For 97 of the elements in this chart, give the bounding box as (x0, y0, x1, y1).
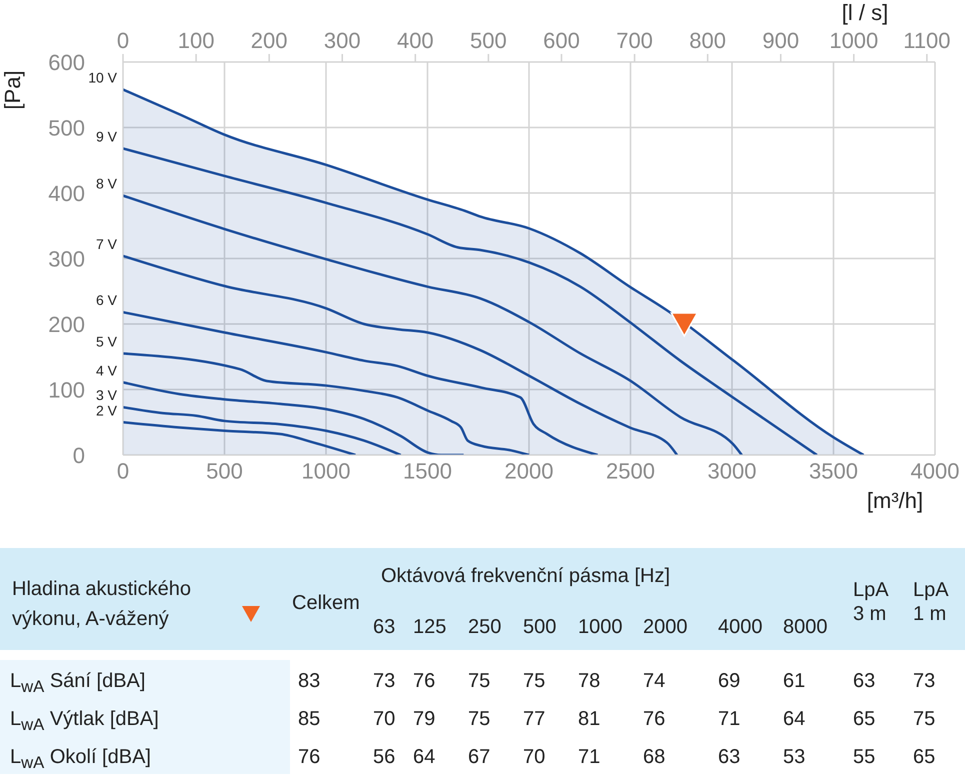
y-tick-label: 100 (48, 377, 85, 402)
x-tick-label: 0 (116, 458, 130, 484)
text: 64 (783, 707, 806, 732)
line-series (123, 254, 678, 455)
line-series (123, 147, 818, 455)
line-series (123, 381, 465, 455)
category-label: 8000 (783, 615, 828, 640)
text: 74 (643, 669, 666, 694)
x2-tick-label: 600 (543, 28, 580, 53)
x-tick-label: 1000 (302, 458, 350, 484)
category-label: Celkem (292, 591, 360, 616)
category-label: 250 (468, 615, 502, 640)
y-axis-title: [Pa] (0, 70, 25, 110)
category-label: LpA 3 m (853, 578, 890, 626)
text: 55 (853, 745, 876, 770)
text: 70 (523, 745, 546, 770)
series-label: 2 V (96, 402, 118, 418)
x2-axis-title: [l / s] (842, 0, 888, 25)
category-label: 500 (523, 615, 556, 640)
series-label: 4 V (96, 362, 118, 378)
y-tick-label: 300 (48, 246, 85, 272)
x2-tick-label: 1000 (829, 28, 878, 53)
text: 79 (413, 707, 436, 732)
series-label: 10 V (88, 70, 118, 86)
line-series (123, 194, 743, 455)
category-label: 2000 (643, 615, 688, 640)
line-series (123, 352, 530, 455)
line-series (123, 421, 357, 455)
text: 75 (523, 669, 546, 694)
text: 71 (578, 745, 600, 770)
x-tick-label: 2500 (606, 458, 655, 484)
text: 77 (523, 707, 546, 732)
text: 75 (913, 707, 936, 732)
text: 85 (298, 707, 320, 732)
x-axis-title: [m³/h] (866, 488, 924, 513)
series-label: 6 V (96, 292, 118, 308)
text: Oktávová frekvenční pásma [Hz] (381, 564, 670, 589)
x2-tick-label: 0 (116, 28, 130, 53)
line-series (123, 310, 599, 455)
text: 63 (373, 615, 396, 640)
x2-tick-label: 100 (178, 28, 214, 53)
text: 73 (373, 669, 396, 694)
text: 71 (718, 707, 740, 732)
x2-tick-label: 900 (762, 28, 800, 53)
category-label: LpA 1 m (913, 578, 950, 626)
x-tick-label: 3000 (708, 458, 756, 484)
text: 65 (853, 707, 876, 732)
series-label: 9 V (96, 128, 118, 144)
text: 69 (718, 669, 740, 694)
y-tick-label: 400 (48, 180, 85, 206)
text: 64 (413, 745, 436, 770)
text: 75 (468, 669, 490, 694)
category-label: 1000 (578, 615, 622, 640)
x2-tick-label: 400 (396, 28, 434, 53)
text: 67 (468, 745, 490, 770)
text: 81 (578, 707, 600, 732)
text: L$_{wA}$ Okolí [dBA] (10, 745, 151, 774)
x-tick-label: 1500 (403, 458, 452, 484)
text: 70 (373, 707, 396, 732)
y-tick-label: 200 (48, 312, 85, 337)
text: L$_{wA}$ Výtlak [dBA] (10, 707, 159, 736)
text: L$_{wA}$ Sání [dBA] (10, 669, 146, 698)
y-tick-label: 0 (72, 442, 85, 468)
category-label: 63 (718, 745, 740, 770)
text: 83 (298, 669, 320, 694)
text: 68 (643, 745, 666, 770)
series-label: 3 V (96, 387, 118, 404)
y-tick-label: 500 (48, 115, 85, 140)
x2-tick-label: 700 (616, 28, 653, 53)
x-tick-label: 500 (206, 458, 243, 484)
text: 63 (853, 669, 876, 694)
text: 56 (373, 745, 396, 770)
text: 76 (413, 669, 436, 694)
x2-tick-label: 1100 (903, 28, 951, 53)
x-tick-label: 4000 (910, 458, 960, 484)
text: Hladina akustického výkonu, A-vážený (12, 577, 192, 632)
text: 78 (578, 669, 600, 694)
x2-tick-label: 200 (250, 28, 288, 53)
text: 53 (783, 745, 806, 770)
line-series (123, 406, 402, 455)
x2-tick-label: 500 (470, 28, 507, 53)
text: 76 (643, 707, 666, 732)
series-label: 7 V (96, 236, 118, 252)
x2-tick-label: 300 (324, 28, 361, 53)
series-label: 8 V (96, 176, 118, 192)
x-tick-label: 2000 (504, 458, 554, 484)
category-label: 4000 (718, 615, 762, 640)
text: 76 (298, 745, 320, 770)
text: 73 (913, 669, 936, 694)
text: 61 (783, 669, 806, 694)
x2-tick-label: 800 (689, 28, 726, 53)
y-tick-label: 600 (48, 50, 85, 75)
text: 75 (468, 707, 490, 732)
text: 65 (913, 745, 936, 770)
x-tick-label: 3500 (809, 458, 858, 484)
category-label: 125 (413, 615, 446, 640)
series-label: 5 V (96, 333, 118, 350)
